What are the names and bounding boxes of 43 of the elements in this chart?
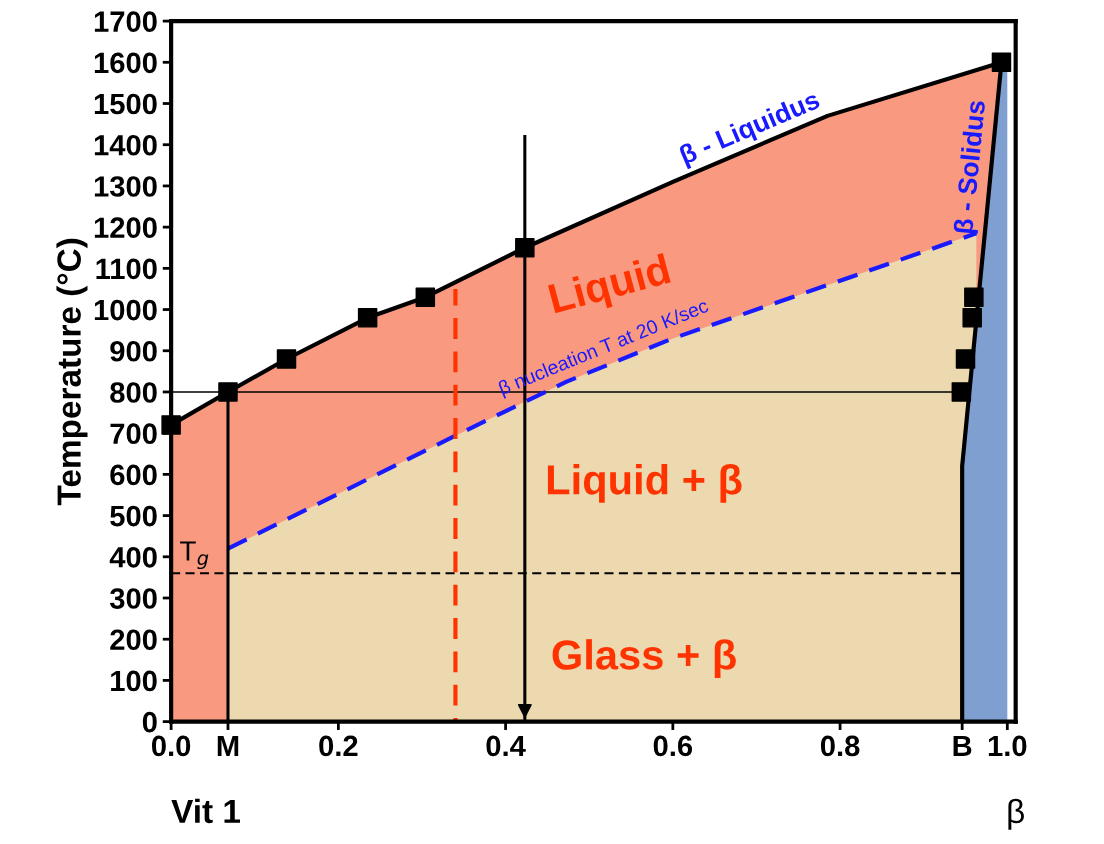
x-tick-label: 0.4 — [486, 735, 526, 757]
x-tick-label: 1.0 — [988, 735, 1027, 757]
y-tick-label: 700 — [110, 423, 157, 445]
y-tick-label: 1400 — [94, 134, 157, 156]
point — [964, 287, 984, 307]
ref-line-label: T$_{g}$ — [180, 541, 209, 570]
y-tick-label: 1000 — [94, 299, 157, 321]
point — [276, 349, 297, 369]
y-tick-label: 100 — [111, 670, 157, 692]
y-tick-label: 1700 — [94, 11, 157, 32]
y-tick-label: 1500 — [94, 93, 157, 115]
text: β - Solidus — [953, 100, 991, 234]
point — [962, 308, 982, 328]
x-tick-label: B — [953, 735, 972, 756]
y-tick-label: 400 — [109, 546, 157, 568]
x-tick-label: 0.6 — [653, 735, 693, 757]
y-tick-label: 1600 — [94, 52, 157, 74]
y-tick-label: 900 — [110, 340, 157, 362]
y-tick-label: 800 — [110, 382, 157, 403]
point — [415, 287, 436, 307]
text: Vit 1 — [171, 798, 240, 824]
y-tick-label: 500 — [110, 505, 157, 527]
point — [991, 52, 1012, 73]
x-tick-label: 0.0 — [152, 735, 191, 757]
y-tick-label: 200 — [110, 629, 157, 651]
y-tick-label: 1100 — [96, 258, 157, 280]
point — [951, 382, 972, 402]
point — [515, 237, 535, 258]
x-tick-label: 0.8 — [820, 735, 860, 757]
annotation: Glass + β — [552, 639, 736, 678]
y-axis-title: Temperature (°C) — [56, 238, 88, 506]
y-tick-label: 600 — [110, 464, 157, 486]
point — [357, 308, 378, 328]
y-tick-label: 300 — [109, 588, 157, 609]
text: β — [1008, 798, 1024, 830]
point — [218, 382, 238, 402]
y-tick-label: 0 — [142, 711, 157, 733]
annotation: Liquid + β — [547, 464, 742, 503]
y-tick-label: 1200 — [94, 217, 157, 238]
x-tick-label: 0.2 — [319, 735, 358, 757]
y-tick-label: 1300 — [94, 176, 157, 197]
x-tick-label: M — [217, 735, 239, 756]
point — [955, 349, 976, 369]
